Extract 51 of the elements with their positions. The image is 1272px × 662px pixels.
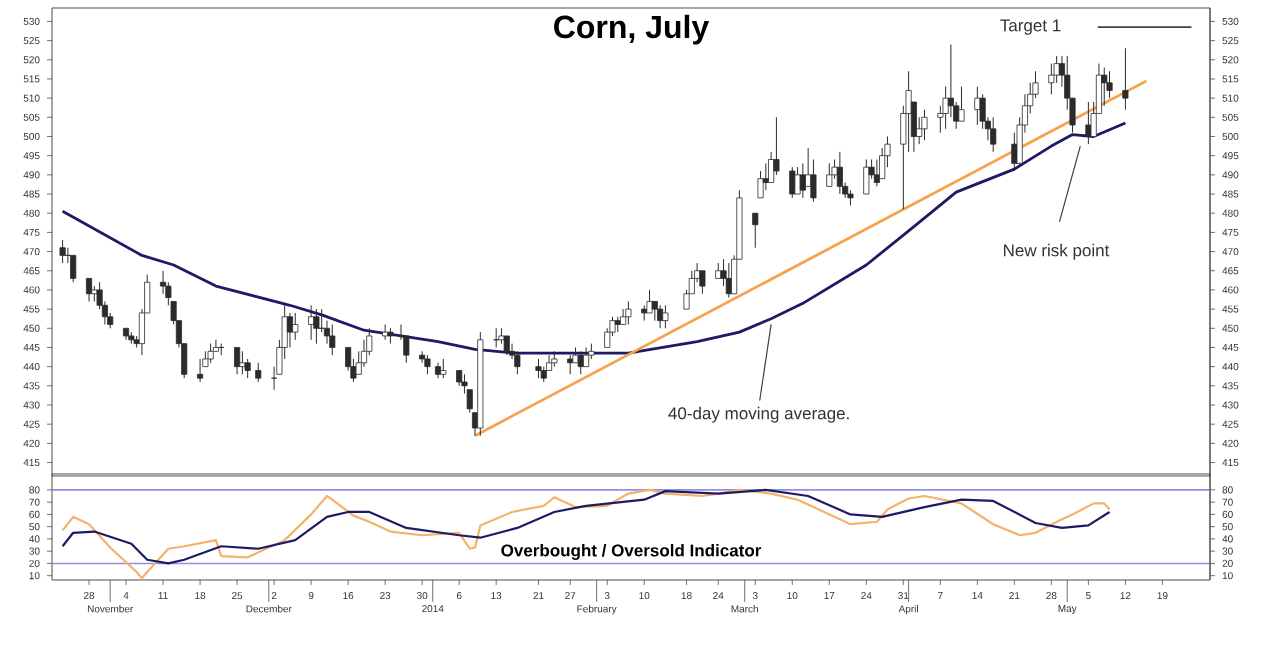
candlestick <box>286 312 294 348</box>
candlestick <box>662 304 669 329</box>
candlestick <box>625 300 632 325</box>
candlestick <box>836 151 843 195</box>
candlestick <box>752 212 759 249</box>
candlestick <box>382 323 389 341</box>
candlestick <box>651 300 658 322</box>
candlestick <box>831 159 838 180</box>
candlestick <box>873 159 880 187</box>
candlestick <box>1101 66 1108 107</box>
chart-title: Corn, July <box>554 14 710 45</box>
candlestick <box>657 304 664 329</box>
candlestick <box>244 358 251 379</box>
candlestick <box>292 312 299 341</box>
candlestick <box>1106 70 1113 99</box>
candlestick <box>958 86 965 122</box>
candlestick <box>577 350 584 375</box>
candlestick <box>757 170 764 199</box>
candlestick <box>207 343 214 364</box>
candlestick <box>990 116 997 153</box>
text: Overbought / Oversold Indicator <box>501 543 762 560</box>
annotation: New risk point <box>1003 243 1110 260</box>
candlestick <box>789 166 796 199</box>
candlestick <box>826 162 833 187</box>
line-series <box>61 488 1111 580</box>
candlestick <box>59 239 66 264</box>
candlestick <box>646 289 653 314</box>
candlestick <box>620 308 627 325</box>
candlestick <box>535 358 542 379</box>
candlestick <box>424 354 431 375</box>
candlestick <box>440 358 447 379</box>
candlestick <box>921 109 928 141</box>
candlestick <box>1048 63 1055 95</box>
candlestick <box>313 308 320 345</box>
annotation: 40-day moving average. <box>668 406 849 423</box>
candlestick <box>773 116 780 176</box>
candlestick <box>197 358 204 383</box>
candlestick <box>329 323 336 356</box>
candlestick <box>1122 47 1129 111</box>
ref-line-label: Target 1 <box>1000 19 1061 35</box>
line-series <box>61 488 1111 565</box>
candlestick <box>503 335 510 356</box>
candlestick <box>514 350 521 375</box>
candlestick <box>794 166 801 195</box>
candlestick <box>255 362 262 383</box>
candlestick <box>583 346 590 368</box>
candlestick <box>234 346 241 375</box>
candlestick <box>810 159 817 203</box>
candlestick <box>863 159 870 195</box>
candlestick <box>699 270 706 295</box>
candlestick <box>70 254 77 283</box>
